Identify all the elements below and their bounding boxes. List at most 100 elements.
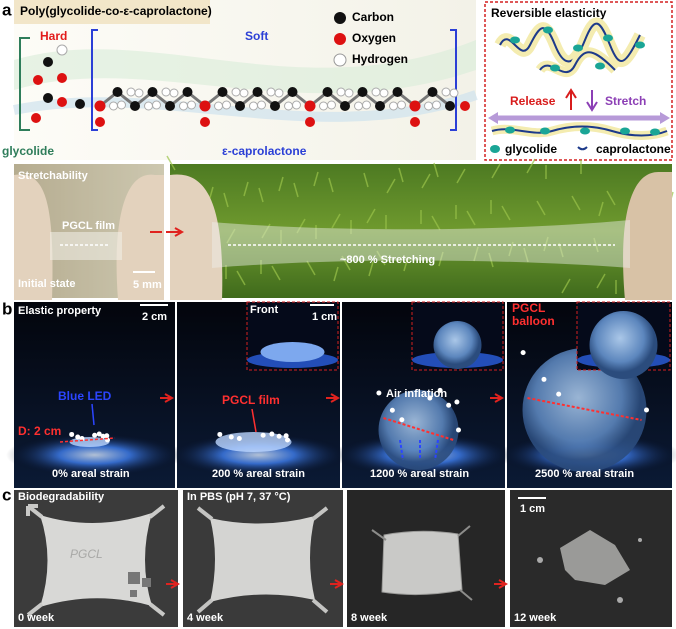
grass-blade	[341, 255, 351, 271]
led	[520, 350, 526, 356]
film	[69, 437, 110, 447]
diameter-label: D: 2 cm	[18, 424, 61, 438]
bead	[603, 34, 613, 42]
atom	[56, 44, 68, 56]
diameter-line	[527, 397, 642, 421]
air-label: Air inflation	[386, 388, 447, 400]
stretchability-label: Stretchability	[18, 170, 89, 182]
shape	[40, 513, 152, 607]
shape	[91, 403, 95, 426]
atom	[460, 101, 470, 111]
oxygen	[410, 117, 420, 127]
grass-blade	[313, 171, 319, 187]
grass-blade	[488, 252, 494, 268]
hydrogen	[371, 87, 381, 97]
shape	[14, 0, 210, 24]
shape	[399, 439, 439, 461]
grass-blade	[376, 250, 386, 266]
led	[399, 417, 405, 423]
hydrogen	[284, 101, 293, 111]
elasticity-inset: Reversible elasticity Release Stretch gl…	[484, 1, 673, 161]
scale-bar: 1 cm	[520, 503, 545, 515]
led	[269, 431, 275, 437]
hydrogen	[319, 101, 328, 111]
grass-blade	[561, 278, 571, 294]
grass-blade	[333, 266, 339, 282]
hydrogen	[134, 88, 144, 98]
balloon	[589, 311, 658, 379]
atom	[57, 73, 67, 83]
week-label: 4 week	[187, 612, 224, 624]
week-label: 8 week	[351, 612, 388, 624]
film	[215, 432, 292, 452]
shape	[334, 12, 346, 24]
shape	[116, 174, 164, 300]
inset-legend-caprolactone: caprolactone	[596, 142, 671, 156]
shape	[170, 164, 672, 298]
hydrogen	[179, 101, 188, 111]
grass-blade	[331, 213, 341, 229]
atom	[445, 101, 455, 111]
grass-blade	[431, 215, 441, 231]
panel-b: b Elastic property 2 cm Front 1 cm Blue …	[2, 299, 676, 488]
bead	[550, 64, 560, 72]
shape	[560, 530, 630, 585]
shape	[212, 220, 630, 268]
hydrogen	[397, 100, 406, 110]
led	[285, 437, 290, 443]
hydrogen	[126, 87, 136, 97]
atom	[340, 101, 350, 111]
atom	[252, 87, 263, 97]
shape	[26, 504, 166, 617]
atom	[217, 87, 228, 97]
led	[644, 407, 649, 413]
atom	[427, 87, 438, 97]
atom	[165, 101, 175, 111]
balloon	[522, 348, 647, 472]
hydrogen	[389, 101, 398, 111]
hydrogen	[274, 88, 284, 98]
shape	[490, 145, 500, 153]
shape	[91, 29, 457, 131]
atom	[357, 87, 368, 97]
panel-a: a Poly(glycolide-co-ε-caprolactone) Hard…	[2, 0, 478, 160]
oxygen	[305, 117, 315, 127]
hard-label: Hard	[40, 29, 67, 43]
atom	[409, 100, 421, 112]
led	[100, 433, 106, 439]
shape	[565, 88, 577, 110]
front-label: Front	[250, 304, 278, 316]
grass-blade	[386, 178, 396, 194]
led	[556, 391, 562, 397]
led	[79, 435, 85, 441]
grass-blade	[223, 192, 229, 208]
shape	[334, 33, 346, 45]
panel-label: c	[2, 485, 11, 504]
led	[236, 435, 242, 441]
oxygen	[95, 117, 105, 127]
led	[75, 434, 81, 440]
hydrogen	[231, 87, 241, 97]
hydrogen	[144, 101, 153, 111]
bead	[510, 36, 520, 44]
release-label: Release	[510, 94, 556, 108]
atom	[43, 57, 53, 67]
led	[92, 432, 98, 438]
shape	[505, 126, 660, 136]
shape	[19, 37, 30, 131]
grass-blade	[306, 260, 316, 276]
shape	[50, 232, 122, 260]
led	[104, 433, 110, 439]
glow	[5, 433, 184, 477]
shape	[371, 525, 473, 601]
grass-blade	[438, 251, 444, 267]
strain-label: 1200 % areal strain	[370, 468, 469, 480]
grass-blade	[571, 195, 581, 211]
hydrogen	[249, 101, 258, 111]
grass-blade	[606, 190, 616, 206]
c-title: Biodegradability	[18, 491, 105, 503]
shape	[59, 437, 116, 443]
stretch-photos: Stretchability PGCL film Initial state 5…	[14, 155, 674, 300]
hydrogen	[344, 88, 354, 98]
